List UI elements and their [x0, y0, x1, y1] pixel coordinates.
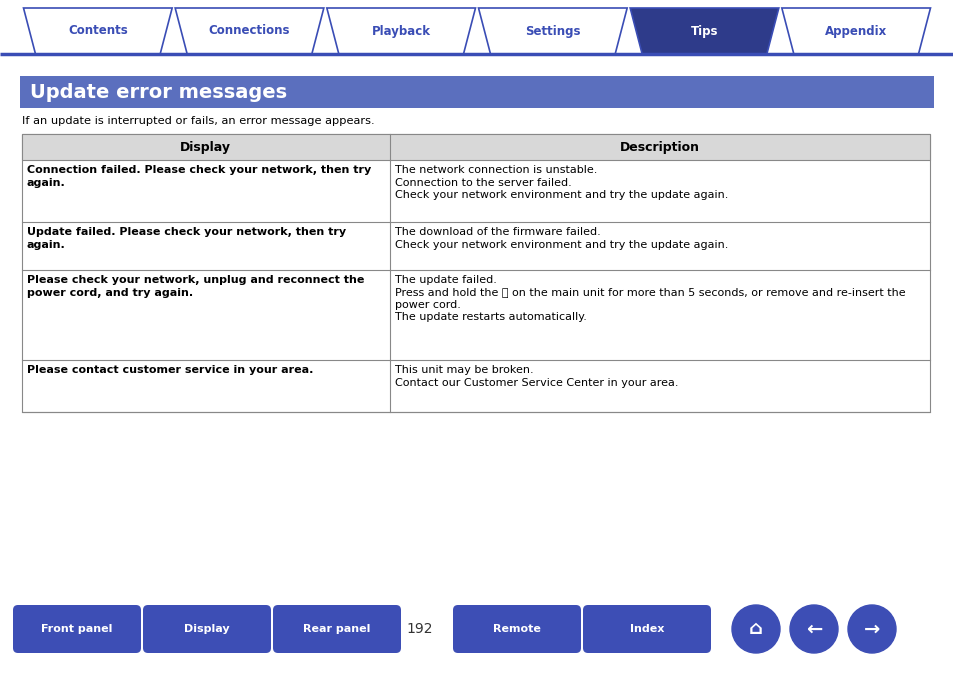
Text: Update failed. Please check your network, then try: Update failed. Please check your network… — [27, 227, 346, 237]
Bar — [20, 76, 933, 108]
Polygon shape — [630, 8, 778, 54]
Text: power cord.: power cord. — [395, 300, 460, 310]
Text: Tips: Tips — [690, 24, 718, 38]
Text: ←: ← — [805, 620, 821, 639]
Circle shape — [731, 605, 780, 653]
Text: If an update is interrupted or fails, an error message appears.: If an update is interrupted or fails, an… — [22, 116, 375, 126]
Text: Connections: Connections — [209, 24, 290, 38]
Text: Description: Description — [619, 141, 700, 153]
Text: Display: Display — [180, 141, 232, 153]
Polygon shape — [327, 8, 475, 54]
Polygon shape — [478, 8, 626, 54]
Polygon shape — [781, 8, 929, 54]
Text: Please contact customer service in your area.: Please contact customer service in your … — [27, 365, 313, 375]
Text: Update error messages: Update error messages — [30, 83, 287, 102]
Text: Contents: Contents — [68, 24, 128, 38]
Text: power cord, and try again.: power cord, and try again. — [27, 287, 193, 297]
Polygon shape — [175, 8, 323, 54]
Text: The download of the firmware failed.: The download of the firmware failed. — [395, 227, 599, 237]
Text: This unit may be broken.: This unit may be broken. — [395, 365, 533, 375]
Text: The network connection is unstable.: The network connection is unstable. — [395, 165, 597, 175]
Text: Playback: Playback — [372, 24, 430, 38]
Text: again.: again. — [27, 240, 66, 250]
Text: Contact our Customer Service Center in your area.: Contact our Customer Service Center in y… — [395, 378, 678, 388]
Text: Front panel: Front panel — [41, 624, 112, 634]
Circle shape — [847, 605, 895, 653]
Polygon shape — [24, 8, 172, 54]
Text: Connection to the server failed.: Connection to the server failed. — [395, 178, 571, 188]
Text: Check your network environment and try the update again.: Check your network environment and try t… — [395, 190, 727, 200]
Text: 192: 192 — [406, 622, 433, 636]
Bar — [22, 134, 929, 412]
Text: Check your network environment and try the update again.: Check your network environment and try t… — [395, 240, 727, 250]
Text: Settings: Settings — [524, 24, 580, 38]
Circle shape — [789, 605, 837, 653]
Text: again.: again. — [27, 178, 66, 188]
Text: →: → — [862, 620, 880, 639]
FancyBboxPatch shape — [13, 605, 141, 653]
Text: Connection failed. Please check your network, then try: Connection failed. Please check your net… — [27, 165, 371, 175]
Text: Display: Display — [184, 624, 230, 634]
Text: Remote: Remote — [493, 624, 540, 634]
Text: Please check your network, unplug and reconnect the: Please check your network, unplug and re… — [27, 275, 364, 285]
Text: Index: Index — [629, 624, 663, 634]
Bar — [22, 134, 929, 160]
Text: Appendix: Appendix — [824, 24, 886, 38]
Text: Rear panel: Rear panel — [303, 624, 371, 634]
FancyBboxPatch shape — [582, 605, 710, 653]
Text: Press and hold the ⏻ on the main unit for more than 5 seconds, or remove and re-: Press and hold the ⏻ on the main unit fo… — [395, 287, 904, 297]
FancyBboxPatch shape — [143, 605, 271, 653]
Text: The update restarts automatically.: The update restarts automatically. — [395, 312, 586, 322]
Text: ⌂: ⌂ — [748, 620, 762, 639]
Text: The update failed.: The update failed. — [395, 275, 497, 285]
FancyBboxPatch shape — [273, 605, 400, 653]
FancyBboxPatch shape — [453, 605, 580, 653]
